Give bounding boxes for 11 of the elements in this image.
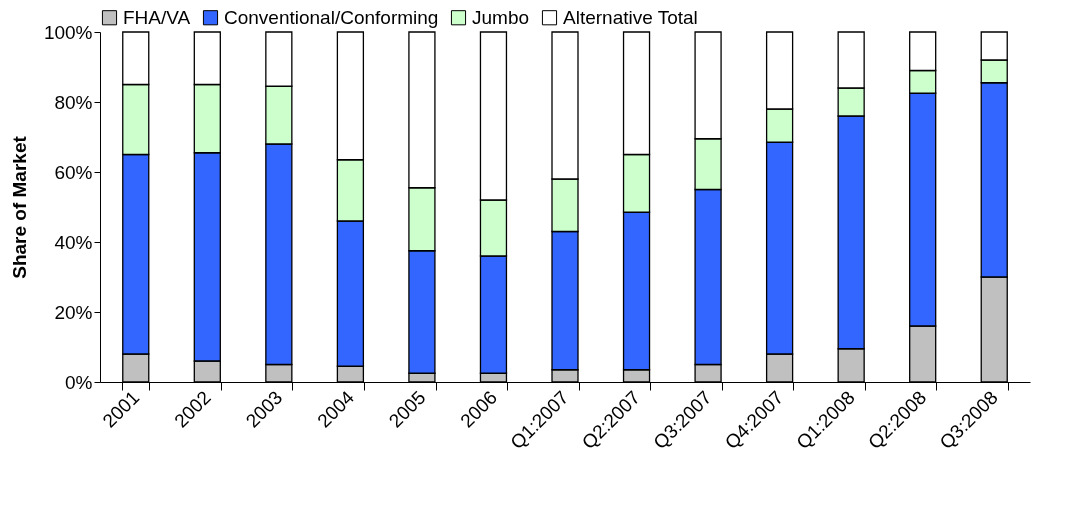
y-tick-label: 100% [43, 21, 93, 43]
y-axis-title: Share of Market [8, 135, 30, 279]
y-tick-label: 60% [54, 161, 93, 183]
y-tick-label: 20% [54, 301, 93, 323]
y-tick-label: 40% [54, 231, 93, 253]
y-tick-label: 0% [65, 371, 93, 393]
legend-label: Alternative Total [563, 6, 698, 28]
y-tick-label: 80% [54, 91, 93, 113]
legend-label: FHA/VA [123, 6, 191, 28]
legend-label: Conventional/Conforming [224, 6, 439, 28]
legend-label: Jumbo [472, 6, 530, 28]
